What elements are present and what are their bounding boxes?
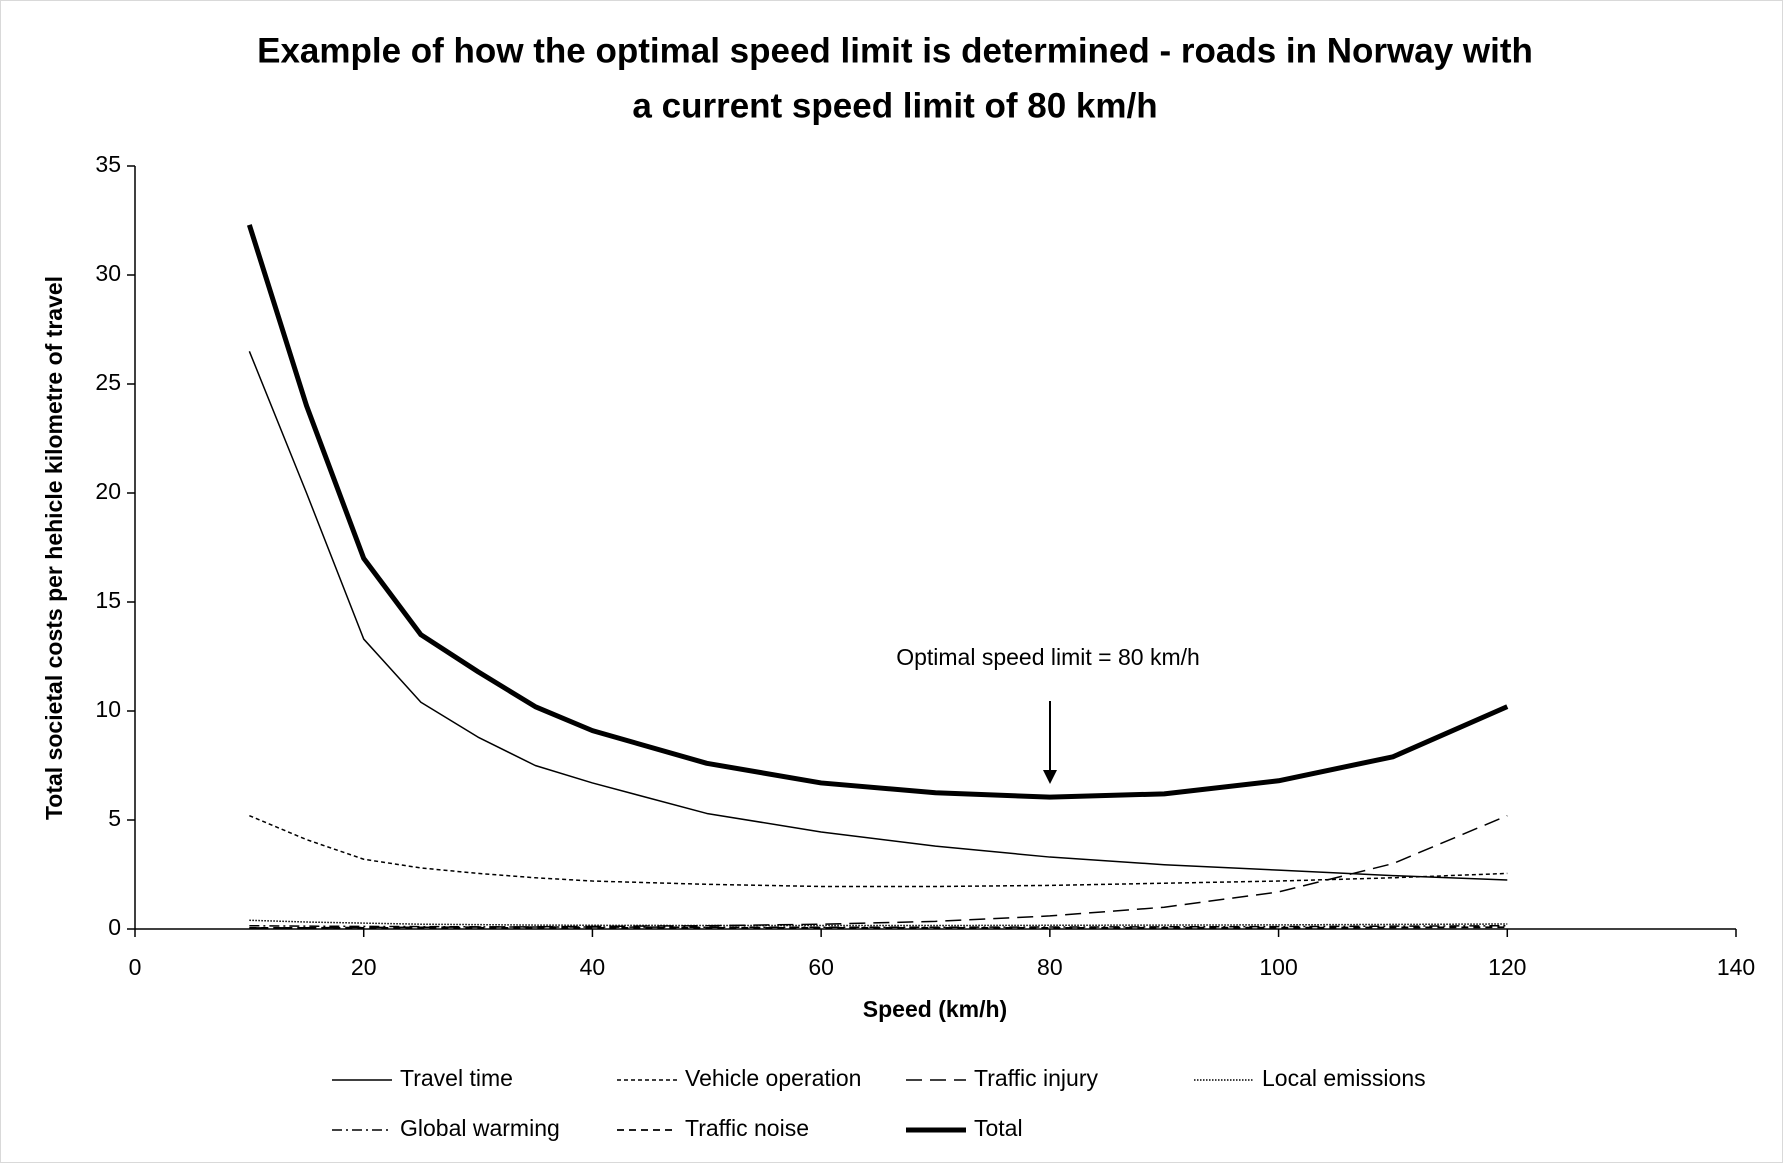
legend-label: Local emissions [1262,1065,1426,1091]
chart-title: a current speed limit of 80 km/h [632,86,1157,125]
series-line [249,926,1508,929]
y-tick-label: 20 [95,478,121,504]
legend-label: Global warming [400,1115,560,1141]
series-line [246,224,1509,800]
y-tick-label: 15 [95,587,121,613]
series-line [249,919,1508,927]
series-line [249,814,1508,888]
legend-label: Traffic noise [685,1115,809,1141]
y-tick-label: 0 [108,914,121,940]
x-tick-label: 140 [1717,954,1755,980]
x-tick-label: 120 [1488,954,1526,980]
legend-label: Traffic injury [974,1065,1098,1091]
x-tick-label: 0 [129,954,142,980]
legend-label: Travel time [400,1065,513,1091]
y-tick-label: 5 [108,805,121,831]
x-tick-label: 20 [351,954,377,980]
series-line [248,351,1508,881]
chart-title: Example of how the optimal speed limit i… [257,31,1533,70]
x-tick-label: 60 [808,954,834,980]
legend-label: Vehicle operation [685,1065,861,1091]
x-axis-title: Speed (km/h) [863,996,1007,1022]
x-tick-label: 80 [1037,954,1063,980]
y-tick-label: 35 [95,151,121,177]
annotation: Optimal speed limit = 80 km/h [896,644,1200,670]
y-axis-title: Total societal costs per hehicle kilomet… [41,276,67,820]
x-tick-label: 100 [1259,954,1297,980]
annotation-arrowhead [1043,770,1057,784]
y-tick-label: 30 [95,260,121,286]
y-tick-label: 25 [95,369,121,395]
y-tick-label: 10 [95,696,121,722]
x-tick-label: 40 [580,954,606,980]
legend-label: Total [974,1115,1023,1141]
